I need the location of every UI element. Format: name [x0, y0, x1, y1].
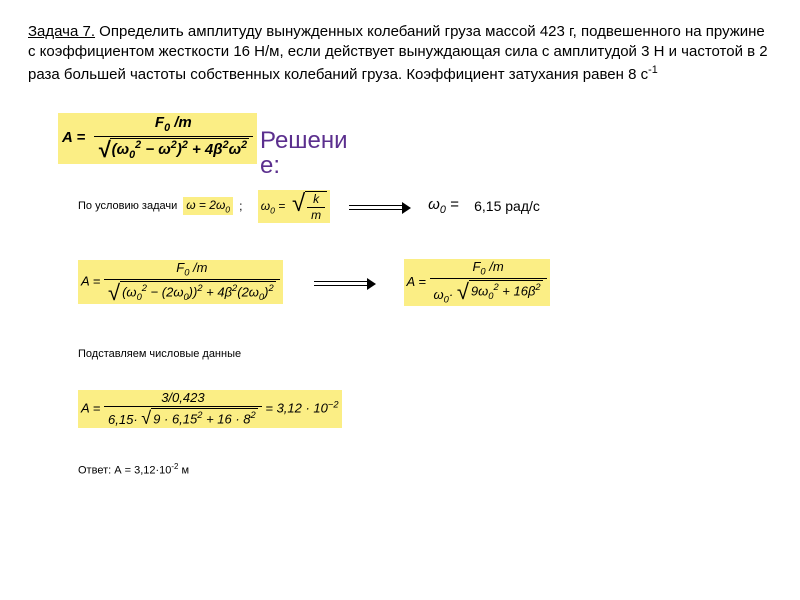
label-A-eq: A =: [62, 130, 89, 147]
formula-numeric: A = 3/0,423 6,15· √ 9 · 6,152 + 16 · 82 …: [78, 390, 772, 429]
main-numerator: F0 /m: [94, 115, 254, 137]
formula-substituted-right: A = F0 /m ω0· √ 9ω02 + 16β2: [404, 259, 550, 306]
solution-label-part1: Решени: [260, 127, 348, 154]
solution-label: Решени е:: [260, 128, 348, 178]
arrow-icon: [314, 275, 368, 290]
omega0-number: 6,15 рад/с: [474, 198, 540, 214]
omega0-value: ω0 =: [428, 196, 459, 216]
arrow-icon: [349, 199, 403, 213]
answer-line: Ответ: А = 3,12·10-2 м: [78, 462, 772, 477]
formula-substituted-row: A = F0 /m √ (ω02 − (2ω0))2 + 4β2(2ω0)2: [78, 259, 772, 306]
problem-exp: -1: [648, 64, 658, 76]
condition-label: По условию задачи: [78, 200, 177, 212]
condition-line: По условию задачи ω = 2ω0 ; ω0 = √ k m: [78, 190, 772, 223]
problem-statement: Задача 7. Определить амплитуду вынужденн…: [28, 22, 772, 85]
solution-label-part2: е:: [260, 152, 280, 179]
problem-title: Задача 7.: [28, 23, 95, 40]
main-denominator: √ (ω02 − ω2)2 + 4β2ω2: [94, 137, 254, 162]
formula-main: A = F0 /m √ (ω02 − ω2)2 + 4β2ω2: [58, 113, 772, 164]
formula-substituted-left: A = F0 /m √ (ω02 − (2ω0))2 + 4β2(2ω0)2: [78, 260, 283, 304]
omega0-sqrt-k-m: ω0 = √ k m: [258, 190, 330, 223]
omega-eq-2omega0: ω = 2ω0: [183, 197, 233, 215]
substitute-label: Подставляем числовые данные: [78, 348, 772, 360]
